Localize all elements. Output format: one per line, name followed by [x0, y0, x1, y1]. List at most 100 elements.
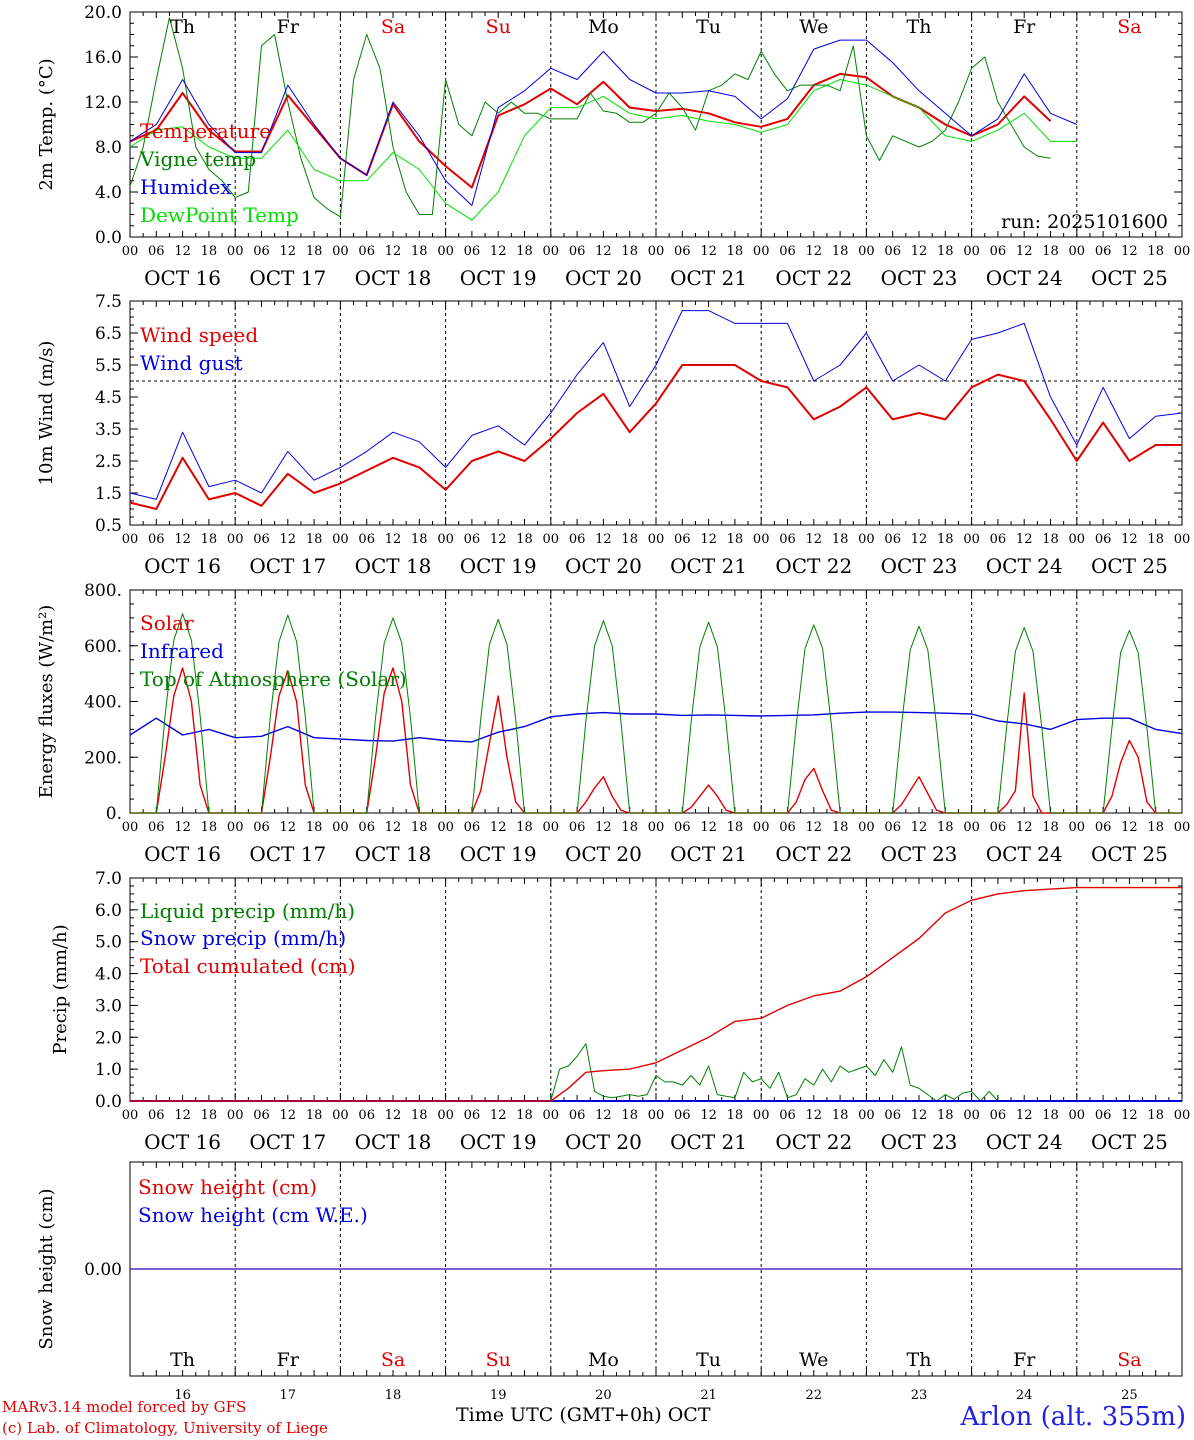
day-number-label: 17	[280, 1388, 297, 1403]
date-label: OCT 17	[249, 842, 326, 866]
wind-frame	[129, 300, 1183, 526]
hour-tick-label: 00	[753, 1108, 770, 1123]
hour-tick-label: 12	[385, 1108, 402, 1123]
precip-y-tick-label: 4.0	[95, 965, 122, 985]
hour-tick-label: 00	[122, 532, 139, 547]
hour-tick-label: 18	[1042, 820, 1059, 835]
hour-tick-label: 00	[1174, 820, 1191, 835]
day-number-label: 23	[911, 1388, 928, 1403]
hour-tick-label: 12	[806, 820, 823, 835]
hour-tick-label: 18	[411, 532, 428, 547]
hour-tick-label: 06	[779, 820, 796, 835]
weekday-label: Th	[170, 16, 195, 38]
hour-tick-label: 06	[464, 820, 481, 835]
lab-credit: (c) Lab. of Climatology, University of L…	[2, 1419, 328, 1437]
date-label: OCT 24	[986, 1130, 1063, 1154]
hour-tick-label: 00	[437, 532, 454, 547]
weekday-label: Tu	[696, 16, 721, 38]
date-label: OCT 22	[775, 842, 852, 866]
weekday-label: Sa	[1117, 1349, 1141, 1371]
energy-y-tick-label: 600.	[84, 637, 122, 657]
hour-tick-label: 00	[543, 244, 560, 259]
precip-y-tick-label: 7.0	[95, 869, 122, 889]
weekday-label: Th	[907, 1349, 932, 1371]
weekday-label: Fr	[277, 1349, 300, 1371]
energy-legend-entry: Solar	[140, 611, 194, 635]
hour-tick-label: 12	[490, 820, 507, 835]
temp-y-tick-label: 8.0	[95, 138, 122, 158]
hour-tick-label: 06	[569, 244, 586, 259]
energy-y-tick-label: 800.	[84, 581, 122, 601]
hour-tick-label: 06	[779, 1108, 796, 1123]
date-label: OCT 22	[775, 266, 852, 290]
hour-tick-label: 06	[253, 1108, 270, 1123]
hour-tick-label: 00	[122, 1108, 139, 1123]
date-label: OCT 18	[355, 842, 432, 866]
date-label: OCT 17	[249, 554, 326, 578]
hour-tick-label: 12	[385, 532, 402, 547]
x-axis-label: Time UTC (GMT+0h) OCT	[456, 1404, 711, 1426]
date-label: OCT 22	[775, 1130, 852, 1154]
temp-legend-entry: Temperature	[140, 119, 271, 143]
hour-tick-label: 06	[253, 244, 270, 259]
hour-tick-label: 18	[306, 820, 323, 835]
date-label: OCT 21	[670, 266, 747, 290]
date-label: OCT 19	[460, 842, 537, 866]
date-label: OCT 23	[881, 554, 958, 578]
day-number-label: 19	[490, 1388, 507, 1403]
series-total-cumulated-cm-	[130, 886, 1182, 1102]
hour-tick-label: 12	[280, 820, 297, 835]
temp-y-tick-label: 4.0	[95, 183, 122, 203]
hour-tick-label: 00	[1174, 1108, 1191, 1123]
date-label: OCT 20	[565, 842, 642, 866]
hour-tick-label: 00	[227, 820, 244, 835]
energy-legend-entry: Top of Atmosphere (Solar)	[140, 667, 407, 691]
precip-legend-entry: Liquid precip (mm/h)	[140, 899, 355, 923]
hour-tick-label: 18	[937, 820, 954, 835]
hour-tick-label: 12	[1121, 1108, 1138, 1123]
series-vigne-temp	[129, 17, 1051, 218]
panel-temp	[129, 11, 1183, 238]
hour-tick-label: 06	[1095, 244, 1112, 259]
hour-tick-label: 06	[358, 820, 375, 835]
date-label: OCT 25	[1091, 266, 1168, 290]
hour-tick-label: 18	[516, 532, 533, 547]
hour-tick-label: 12	[490, 532, 507, 547]
day-number-label: 21	[700, 1388, 717, 1403]
hour-tick-label: 18	[621, 244, 638, 259]
station-name: Arlon (alt. 355m)	[960, 1402, 1186, 1432]
energy-y-tick-label: 0.	[106, 804, 122, 824]
hour-tick-label: 06	[569, 1108, 586, 1123]
hour-tick-label: 18	[727, 532, 744, 547]
hour-tick-label: 00	[753, 820, 770, 835]
date-label: OCT 17	[249, 266, 326, 290]
hour-tick-label: 00	[858, 1108, 875, 1123]
hour-tick-label: 12	[806, 244, 823, 259]
hour-tick-label: 06	[674, 1108, 691, 1123]
hour-tick-label: 12	[595, 244, 612, 259]
hour-tick-label: 12	[700, 820, 717, 835]
day-number-label: 22	[806, 1388, 823, 1403]
hour-tick-label: 18	[516, 1108, 533, 1123]
temp-y-tick-label: 20.0	[84, 3, 122, 23]
hour-tick-label: 00	[543, 820, 560, 835]
hour-tick-label: 00	[963, 532, 980, 547]
hour-tick-label: 12	[911, 1108, 928, 1123]
hour-tick-label: 18	[727, 1108, 744, 1123]
weekday-label: Mo	[588, 16, 619, 38]
hour-tick-label: 12	[1016, 244, 1033, 259]
date-label: OCT 19	[460, 266, 537, 290]
weekday-label: Sa	[1117, 16, 1141, 38]
hour-tick-label: 18	[1147, 1108, 1164, 1123]
hour-tick-label: 12	[385, 244, 402, 259]
hour-tick-label: 00	[1174, 532, 1191, 547]
hour-tick-label: 06	[148, 820, 165, 835]
hour-tick-label: 00	[543, 532, 560, 547]
hour-tick-label: 18	[832, 532, 849, 547]
energy-y-tick-label: 400.	[84, 693, 122, 713]
hour-tick-label: 12	[1016, 532, 1033, 547]
date-label: OCT 19	[460, 554, 537, 578]
hour-tick-label: 06	[253, 820, 270, 835]
date-label: OCT 25	[1091, 1130, 1168, 1154]
precip-y-tick-label: 1.0	[95, 1060, 122, 1080]
